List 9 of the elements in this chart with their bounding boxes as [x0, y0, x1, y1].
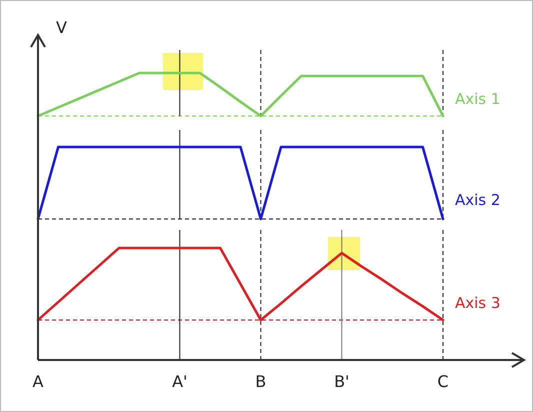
x-tick-label: B: [255, 372, 266, 391]
x-tick-label: A': [172, 372, 188, 391]
x-tick-label: C: [437, 372, 449, 391]
x-tick-label: B': [334, 372, 350, 391]
x-tick-label: A: [32, 372, 44, 391]
series-label: Axis 3: [455, 294, 500, 312]
series-label: Axis 1: [455, 90, 500, 108]
series-label: Axis 2: [455, 191, 500, 209]
y-axis-title: V: [56, 18, 67, 37]
